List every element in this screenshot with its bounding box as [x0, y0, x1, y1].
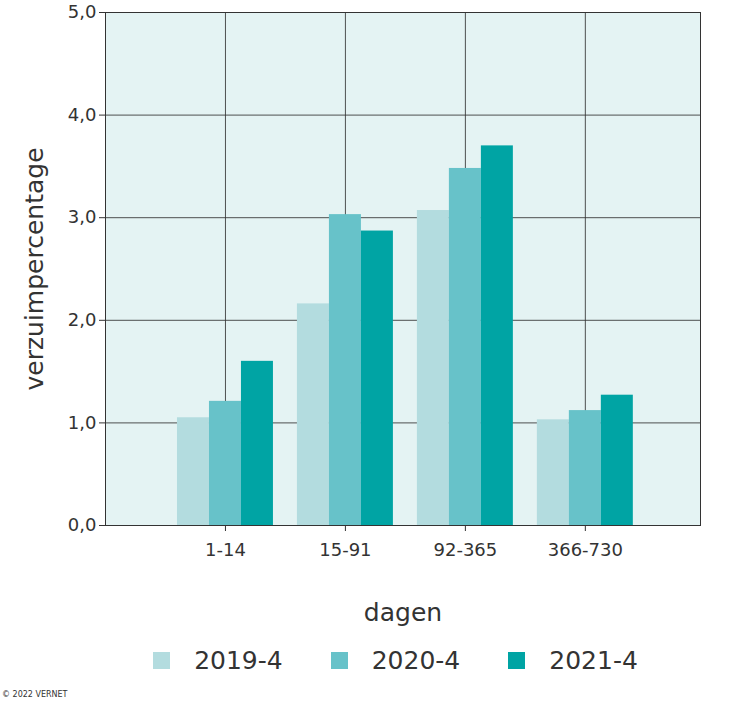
svg-text:366-730: 366-730	[548, 539, 623, 560]
svg-text:5,0: 5,0	[68, 1, 97, 22]
html-text:2019-4: 2019-4	[194, 645, 283, 675]
svg-text:3,0: 3,0	[68, 206, 97, 227]
svg-text:1-14: 1-14	[205, 539, 246, 560]
svg-text:0,0: 0,0	[68, 514, 97, 535]
svg-text:dagen: dagen	[364, 598, 442, 627]
svg-text:verzuimpercentage: verzuimpercentage	[20, 147, 49, 390]
svg-text:4,0: 4,0	[68, 104, 97, 125]
html-text:2020-4: 2020-4	[371, 645, 461, 675]
html-text:2021-4: 2021-4	[549, 645, 638, 675]
svg-text:1,0: 1,0	[68, 412, 97, 433]
html-text:© 2022 VERNET: © 2022 VERNET	[2, 690, 68, 699]
svg-text:92-365: 92-365	[433, 539, 497, 560]
svg-text:2,0: 2,0	[68, 309, 97, 330]
svg-text:15-91: 15-91	[319, 539, 371, 560]
